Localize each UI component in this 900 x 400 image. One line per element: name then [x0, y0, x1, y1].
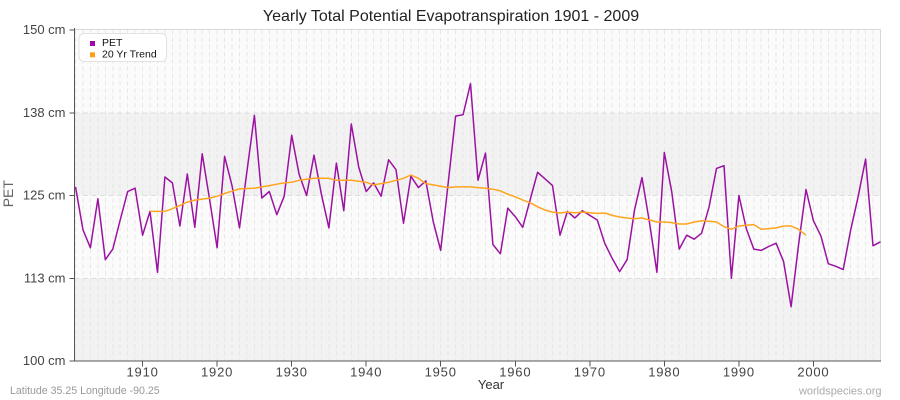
- svg-text:1990: 1990: [723, 365, 755, 380]
- svg-text:1980: 1980: [648, 365, 680, 380]
- svg-text:20 Yr Trend: 20 Yr Trend: [102, 48, 157, 60]
- svg-text:PET: PET: [0, 180, 16, 208]
- svg-text:1920: 1920: [201, 365, 233, 380]
- svg-text:1950: 1950: [425, 365, 457, 380]
- svg-text:PET: PET: [102, 37, 123, 49]
- svg-text:1930: 1930: [276, 365, 308, 380]
- svg-text:Latitude 35.25 Longitude -90.2: Latitude 35.25 Longitude -90.25: [10, 385, 160, 397]
- svg-text:138 cm: 138 cm: [23, 105, 66, 120]
- svg-text:worldspecies.org: worldspecies.org: [798, 386, 882, 398]
- svg-text:Yearly Total Potential Evapotr: Yearly Total Potential Evapotranspiratio…: [263, 8, 639, 25]
- svg-text:1940: 1940: [350, 365, 382, 380]
- svg-text:125 cm: 125 cm: [23, 188, 66, 203]
- svg-text:1970: 1970: [574, 365, 606, 380]
- svg-text:1960: 1960: [499, 365, 531, 380]
- svg-text:100 cm: 100 cm: [23, 353, 66, 368]
- svg-text:1910: 1910: [127, 365, 159, 380]
- svg-text:113 cm: 113 cm: [24, 270, 66, 285]
- svg-text:Year: Year: [478, 377, 505, 392]
- svg-text:150 cm: 150 cm: [23, 22, 66, 37]
- svg-text:2000: 2000: [797, 365, 829, 380]
